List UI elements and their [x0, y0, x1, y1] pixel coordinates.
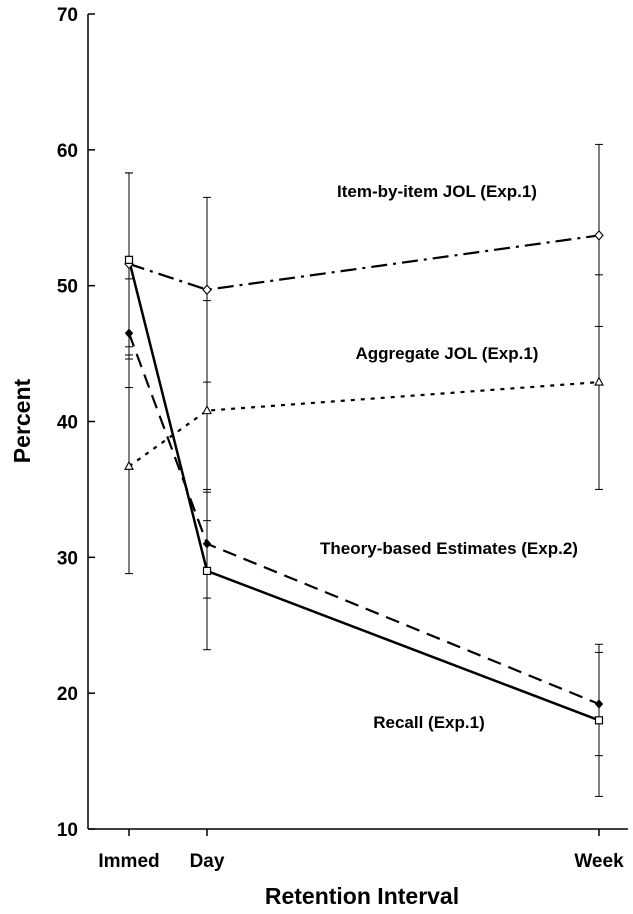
- x-tick-label: Day: [190, 851, 225, 872]
- x-axis-title: Retention Interval: [265, 883, 459, 909]
- series-line: [128, 234, 600, 291]
- x-tick-label: Immed: [98, 851, 159, 872]
- y-axis-title: Percent: [9, 378, 35, 463]
- marker-diamond-open: [594, 230, 604, 241]
- marker-square: [124, 255, 134, 264]
- y-tick-label: 50: [57, 277, 78, 298]
- series-line: [127, 259, 600, 722]
- series-line: [128, 381, 600, 468]
- marker-diamond-open: [202, 284, 212, 296]
- marker-diamond-filled: [124, 328, 134, 338]
- series-label: Theory-based Estimates (Exp.2): [320, 539, 578, 558]
- marker-triangle: [202, 404, 212, 415]
- y-tick-label: 60: [57, 141, 78, 162]
- y-tick-label: 20: [57, 684, 78, 705]
- y-tick-label: 10: [57, 820, 78, 841]
- series-label: Item-by-item JOL (Exp.1): [337, 182, 537, 201]
- series-line: [127, 332, 600, 706]
- y-ticks: 10 20 30 40 50 60 70: [57, 5, 95, 841]
- y-tick-label: 70: [57, 5, 78, 26]
- y-tick-label: 40: [57, 413, 78, 434]
- marker-diamond-filled: [594, 699, 604, 709]
- series-labels: Item-by-item JOL (Exp.1) Aggregate JOL (E…: [320, 182, 578, 732]
- series-label: Recall (Exp.1): [373, 713, 485, 732]
- series-layer: [124, 143, 604, 797]
- marker-triangle: [594, 376, 604, 386]
- series-label: Aggregate JOL (Exp.1): [356, 344, 539, 363]
- marker-diamond-filled: [202, 538, 212, 549]
- x-tick-label: Week: [574, 851, 624, 872]
- marker-square: [202, 566, 212, 576]
- marker-triangle: [124, 460, 134, 470]
- x-ticks: Immed Day Week: [98, 829, 624, 872]
- y-tick-label: 30: [57, 548, 78, 569]
- marker-square: [594, 716, 604, 725]
